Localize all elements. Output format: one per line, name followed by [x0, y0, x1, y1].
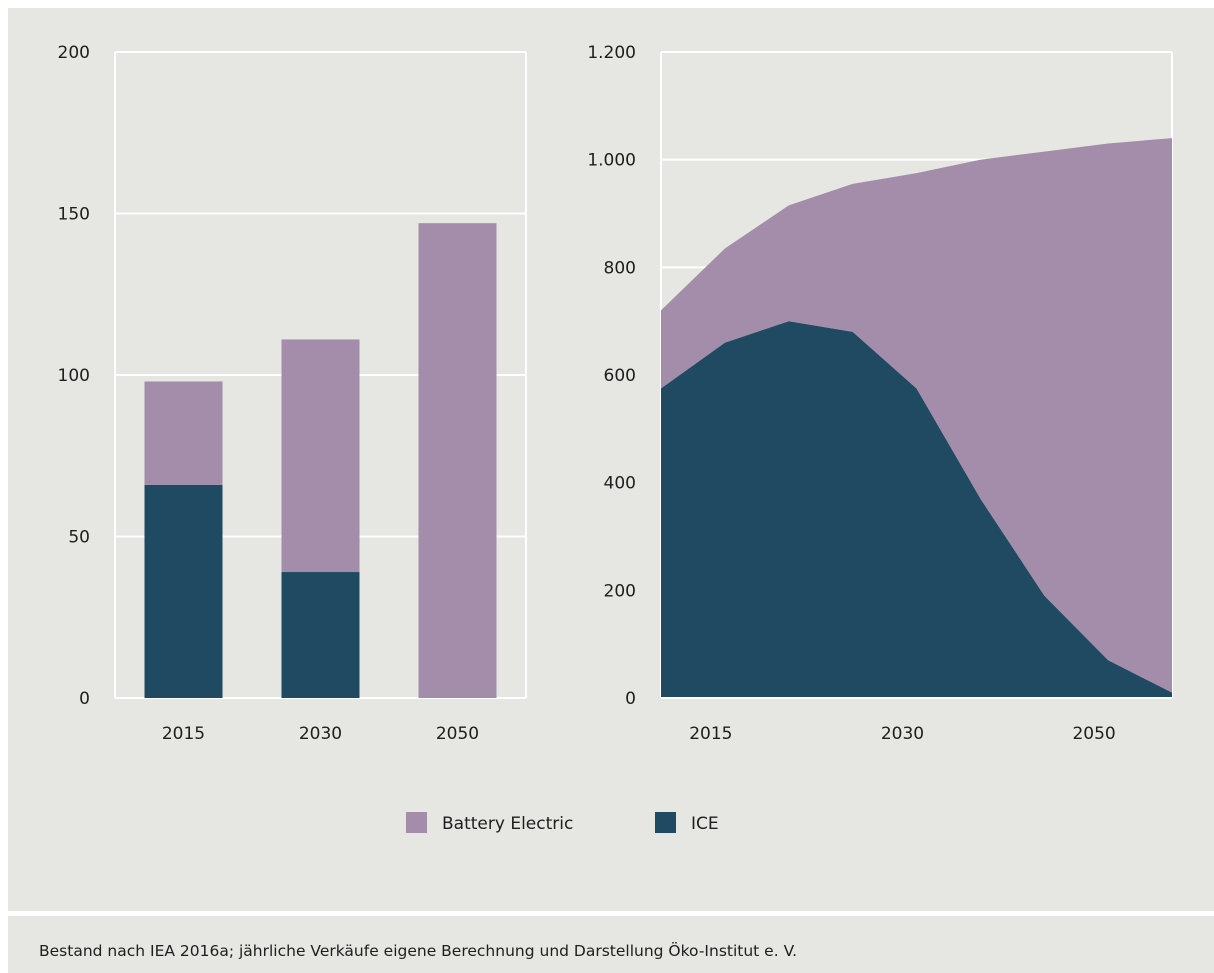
right-x-tick-label: 2030 — [881, 724, 924, 744]
right-y-tick-label: 600 — [604, 366, 636, 386]
right-x-tick-label: 2050 — [1072, 724, 1115, 744]
bar-battery-electric — [281, 339, 360, 573]
left-x-tick-label: 2015 — [162, 724, 205, 744]
left-y-tick-label: 50 — [68, 528, 90, 548]
bar-ice — [144, 484, 223, 698]
right-y-tick-label: 400 — [604, 474, 636, 494]
area-ice — [661, 321, 1172, 698]
legend-label-ice: ICE — [691, 814, 719, 834]
bar-battery-electric — [418, 223, 497, 698]
right-y-tick-label: 1.000 — [587, 151, 636, 171]
right-y-tick-label: 200 — [604, 581, 636, 601]
left-y-tick-label: 0 — [79, 689, 90, 709]
bar-ice — [281, 572, 360, 698]
footer-bar: Bestand nach IEA 2016a; jährliche Verkäu… — [8, 916, 1214, 973]
left-x-tick-label: 2050 — [436, 724, 479, 744]
right-y-tick-label: 0 — [625, 689, 636, 709]
right-y-tick-label: 1.200 — [587, 43, 636, 63]
left-y-tick-label: 150 — [58, 205, 90, 225]
legend-swatch-battery-electric — [406, 812, 427, 833]
right-x-tick-label: 2015 — [689, 724, 732, 744]
left-x-tick-label: 2030 — [299, 724, 342, 744]
legend-label-battery-electric: Battery Electric — [442, 814, 573, 834]
area-battery-electric — [661, 138, 1172, 693]
source-note: Bestand nach IEA 2016a; jährliche Verkäu… — [39, 942, 798, 960]
bar-battery-electric — [144, 381, 223, 485]
left-y-tick-label: 100 — [58, 366, 90, 386]
right-y-tick-label: 800 — [604, 258, 636, 278]
left-y-tick-label: 200 — [58, 43, 90, 63]
legend-swatch-ice — [655, 812, 676, 833]
